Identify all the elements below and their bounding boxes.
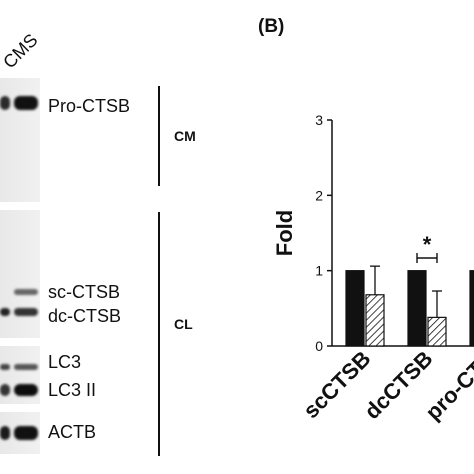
bar-pro-CTS-series-0 [469, 270, 474, 347]
band-pro-ctsb-cms [14, 96, 38, 110]
label-pro-ctsb: Pro-CTSB [48, 96, 131, 116]
bar-scCTSB-series-0 [345, 270, 365, 347]
bar-dcCTSB-series-0 [407, 270, 427, 347]
band-dc-ctsb [0, 308, 10, 316]
band-lc3-ii [0, 384, 10, 396]
label-lc3-ii: LC3 II [48, 380, 97, 400]
band-actb-cms [14, 426, 38, 440]
blot-strip-ctsb [0, 210, 40, 338]
y-tick-label: 1 [315, 263, 323, 279]
label-actb: ACTB [48, 422, 97, 442]
blot-strip-actb [0, 412, 40, 454]
band-actb [0, 426, 10, 440]
band-lc3-ii-cms [14, 384, 38, 396]
blot-strip-lc3 [0, 346, 40, 404]
y-tick-label: 2 [315, 187, 323, 203]
bracket-cm [158, 86, 160, 186]
panel-b-label: (B) [258, 16, 285, 37]
blot-strip-cm [0, 78, 40, 202]
label-dc-ctsb: dc-CTSB [48, 306, 122, 326]
band-lc3-cms [14, 364, 38, 370]
y-axis-label: Fold [272, 210, 297, 256]
y-tick-label: 3 [315, 112, 323, 128]
bracket-cl [158, 212, 160, 456]
bar-scCTSB-series-1 [365, 294, 385, 347]
band-pro-ctsb [0, 96, 10, 110]
label-sc-ctsb: sc-CTSB [48, 282, 120, 302]
group-label-cm: CM [174, 128, 196, 144]
band-sc-ctsb [14, 289, 38, 295]
significance-star: * [423, 232, 432, 257]
band-lc3 [0, 364, 10, 370]
y-tick-label: 0 [315, 338, 323, 354]
western-blot-panel: S CMS Pro-CTSB sc-CTSB dc-CTSB LC3 LC3 I… [0, 0, 210, 474]
band-dc-ctsb-cms [14, 308, 38, 316]
label-lc3: LC3 [48, 352, 82, 372]
bar-dcCTSB-series-1 [427, 316, 447, 347]
group-label-cl: CL [174, 316, 193, 332]
